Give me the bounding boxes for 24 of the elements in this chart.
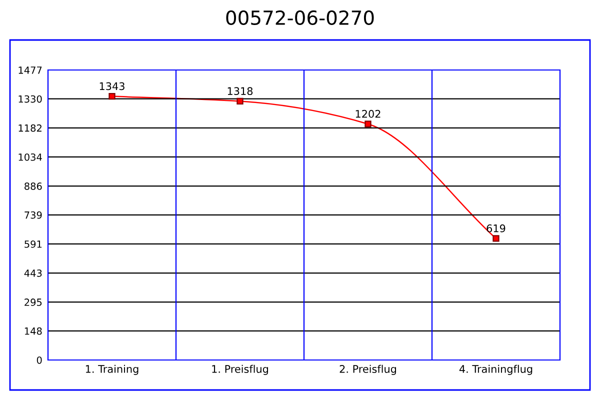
data-label: 1318 [228, 87, 253, 96]
y-tick-label: 295 [24, 298, 42, 306]
y-tick-label: 1182 [18, 124, 42, 132]
y-tick-label: 0 [36, 356, 42, 364]
point [364, 120, 372, 128]
data-label: 1202 [356, 110, 380, 118]
y-tick-label: 1477 [18, 66, 42, 74]
point [108, 92, 116, 100]
y-tick-label: 886 [24, 182, 42, 190]
y-tick-label: 1330 [18, 95, 42, 103]
x-tick-label: 1. Preisflug [212, 364, 268, 375]
y-tick-label: 148 [24, 327, 42, 335]
point [492, 235, 500, 242]
chart-title: 00572-06-0270 [226, 10, 374, 26]
data-label: 1343 [100, 82, 124, 90]
y-tick-label: 591 [24, 240, 42, 248]
x-tick-label: 2. Preisflug [340, 364, 396, 375]
x-tick-label: 4. Trainingflug [459, 364, 532, 375]
data-label: 619 [486, 224, 506, 232]
y-tick-label: 1034 [18, 153, 42, 161]
x-tick-label: 1. Training [86, 364, 138, 375]
point [236, 98, 244, 105]
y-tick-label: 443 [24, 270, 42, 277]
y-tick-label: 739 [24, 211, 42, 219]
